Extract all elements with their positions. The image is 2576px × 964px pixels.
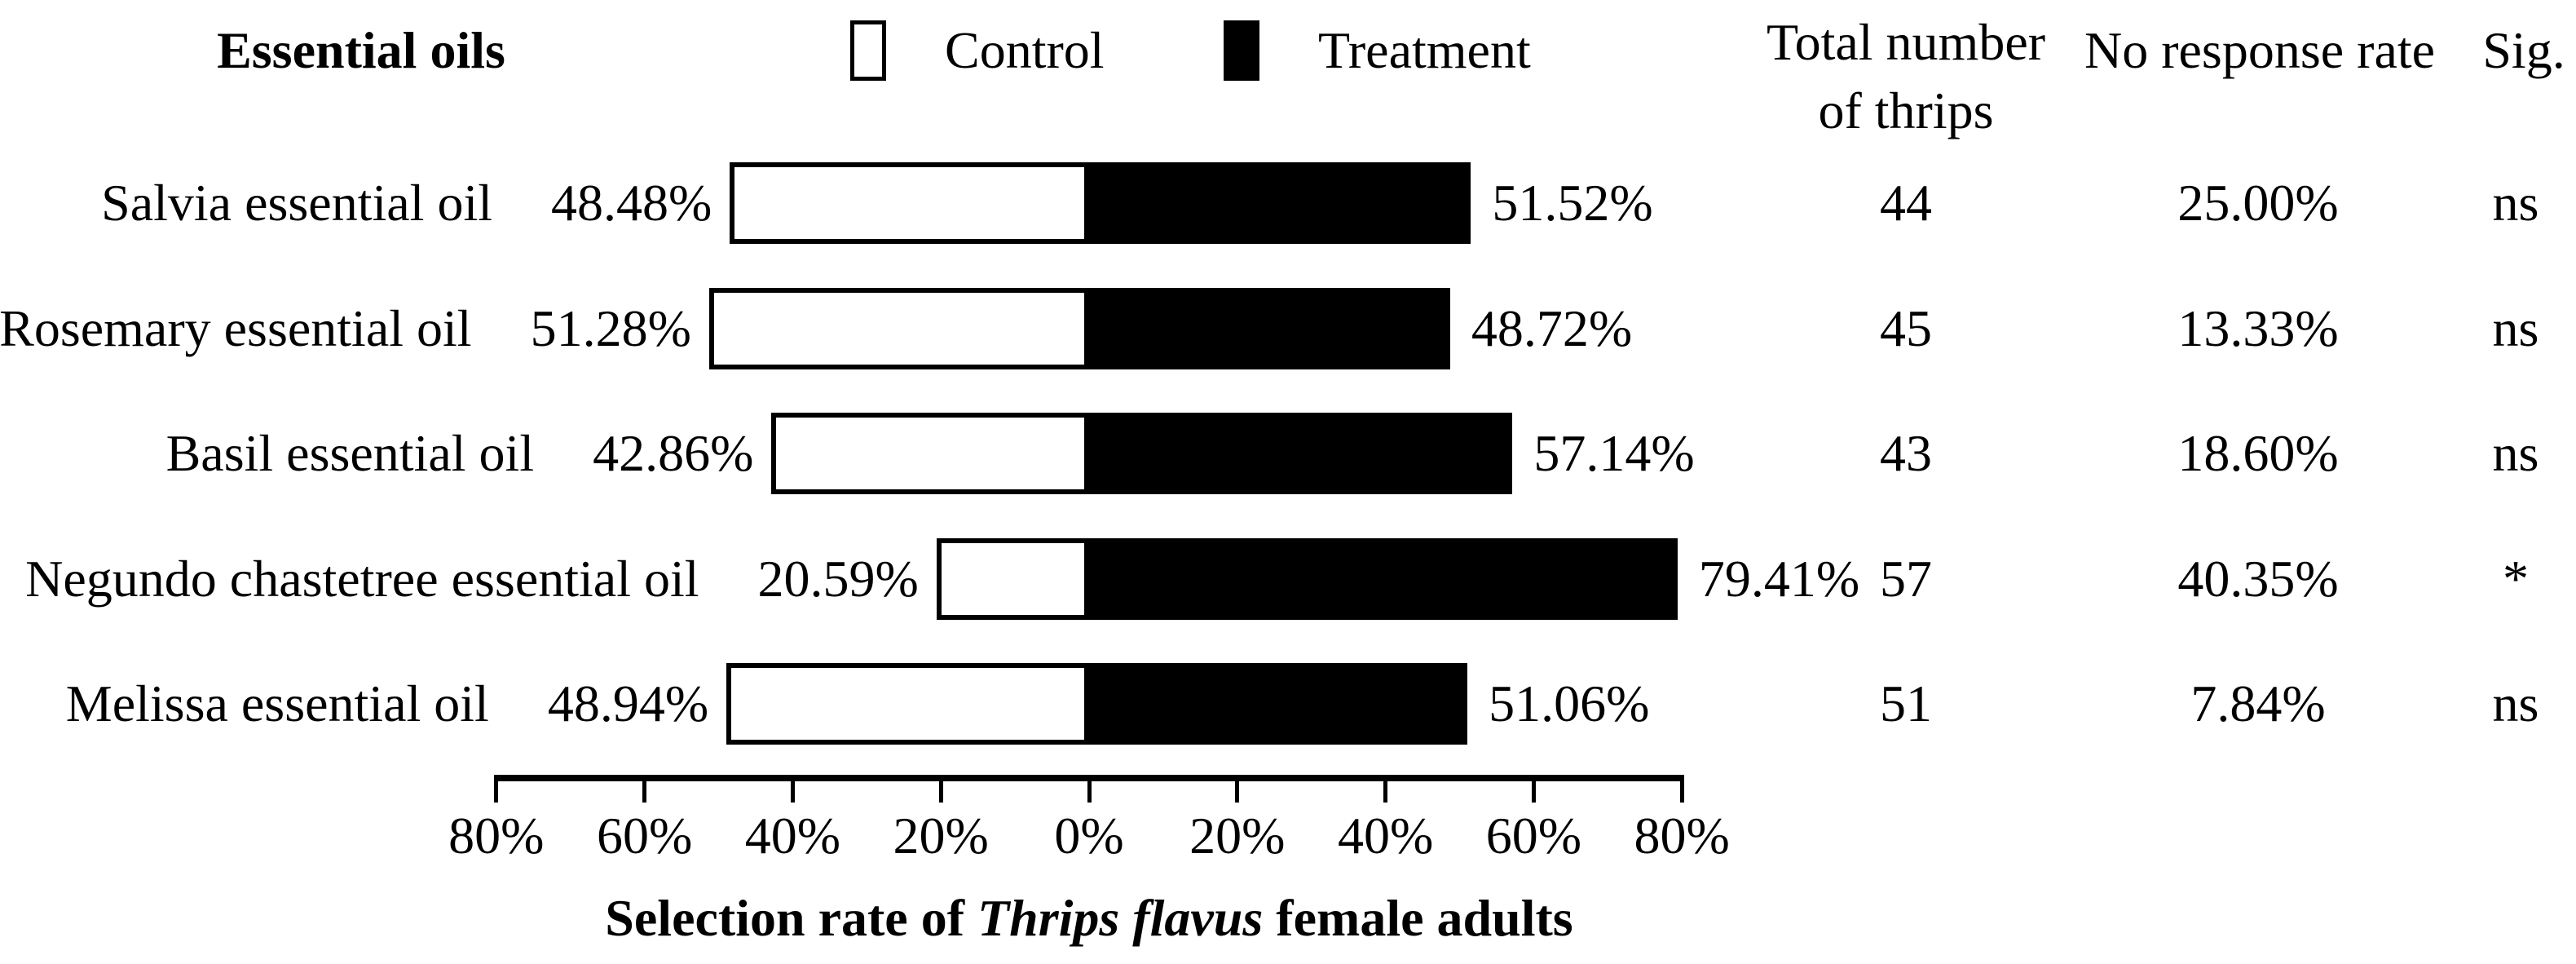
row-left-labels: Rosemary essential oil 51.28% — [0, 298, 691, 359]
sig-value: * — [2503, 550, 2529, 608]
legend-treatment-swatch-icon — [1224, 20, 1259, 81]
legend-control-label: Control — [945, 21, 1105, 79]
axis-tick — [1235, 781, 1240, 803]
axis-tick-label: 80% — [1634, 807, 1730, 865]
no-response-rate-value: 13.33% — [2177, 299, 2339, 357]
no-response-rate-value: 25.00% — [2177, 174, 2339, 232]
treatment-percent-label: 48.72% — [1471, 299, 1633, 357]
total-thrips-value: 43 — [1880, 424, 1932, 482]
oil-name-label: Salvia essential oil — [101, 174, 493, 232]
total-thrips-value: 44 — [1880, 174, 1932, 232]
row-left-labels: Salvia essential oil 48.48% — [101, 173, 712, 233]
treatment-bar — [1089, 663, 1468, 745]
axis-tick — [1087, 781, 1092, 803]
total-thrips-value: 45 — [1880, 299, 1932, 357]
column-header-total-thrips-line2: of thrips — [1818, 82, 1994, 139]
row-left-labels: Melissa essential oil 48.94% — [66, 674, 708, 734]
axis-tick-label: 80% — [448, 807, 545, 865]
treatment-bar — [1089, 162, 1471, 244]
axis-tick — [938, 781, 943, 803]
treatment-bar — [1089, 413, 1513, 494]
control-bar — [730, 162, 1089, 244]
axis-tick-label: 40% — [1337, 807, 1434, 865]
sig-value: ns — [2492, 674, 2539, 732]
treatment-bar — [1089, 538, 1678, 620]
total-thrips-value: 51 — [1880, 674, 1932, 732]
control-bar — [708, 288, 1089, 369]
control-bar — [726, 663, 1089, 745]
column-header-total-thrips: Total number of thrips — [1767, 8, 2045, 145]
axis-tick — [1383, 781, 1388, 803]
oil-name-label: Negundo chastetree essential oil — [25, 550, 699, 608]
axis-tick-label: 60% — [1485, 807, 1582, 865]
no-response-rate-value: 18.60% — [2177, 424, 2339, 482]
treatment-percent-label: 57.14% — [1533, 424, 1695, 482]
oil-name-label: Basil essential oil — [165, 424, 535, 482]
sig-value: ns — [2492, 299, 2539, 357]
column-header-no-response-rate: No response rate — [2084, 21, 2436, 79]
control-percent-label: 20.59% — [757, 550, 919, 608]
axis-tick-label: 60% — [596, 807, 693, 865]
axis-tick — [790, 781, 795, 803]
oil-name-label: Melissa essential oil — [65, 674, 489, 732]
legend-item-control: Control — [850, 20, 1105, 81]
treatment-percent-label: 51.06% — [1489, 674, 1650, 732]
sig-value: ns — [2492, 174, 2539, 232]
no-response-rate-value: 7.84% — [2190, 674, 2326, 732]
axis-tick-label: 20% — [1189, 807, 1286, 865]
control-percent-label: 51.28% — [530, 299, 691, 357]
axis-tick — [642, 781, 647, 803]
axis-tick — [1531, 781, 1536, 803]
axis-tick — [494, 781, 499, 803]
control-percent-label: 42.86% — [593, 424, 754, 482]
x-axis-title-suffix: female adults — [1263, 889, 1573, 947]
oil-name-label: Rosemary essential oil — [0, 299, 472, 357]
axis-tick — [1679, 781, 1684, 803]
axis-tick-label: 0% — [1054, 807, 1124, 865]
column-header-essential-oils: Essential oils — [217, 21, 505, 79]
no-response-rate-value: 40.35% — [2177, 550, 2339, 608]
legend-control-swatch-icon — [850, 20, 886, 81]
row-left-labels: Negundo chastetree essential oil 20.59% — [25, 549, 919, 609]
sig-value: ns — [2492, 424, 2539, 482]
total-thrips-value: 57 — [1880, 550, 1932, 608]
axis-tick-label: 20% — [893, 807, 989, 865]
column-header-total-thrips-line1: Total number — [1766, 13, 2046, 71]
x-axis-title-species: Thrips flavus — [977, 889, 1264, 947]
legend-item-treatment: Treatment — [1224, 20, 1531, 81]
treatment-percent-label: 51.52% — [1492, 174, 1653, 232]
control-bar — [771, 413, 1089, 494]
control-percent-label: 48.94% — [547, 674, 709, 732]
treatment-percent-label: 79.41% — [1698, 550, 1860, 608]
x-axis-title-prefix: Selection rate of — [605, 889, 978, 947]
axis-tick-label: 40% — [744, 807, 841, 865]
treatment-bar — [1089, 288, 1450, 369]
control-percent-label: 48.48% — [551, 174, 712, 232]
legend-treatment-label: Treatment — [1318, 21, 1531, 79]
row-left-labels: Basil essential oil 42.86% — [166, 423, 754, 484]
x-axis-line — [494, 775, 1684, 781]
x-axis-title: Selection rate of Thrips flavus female a… — [605, 888, 1573, 949]
control-bar — [936, 538, 1089, 620]
column-header-sig: Sig. — [2482, 21, 2565, 79]
